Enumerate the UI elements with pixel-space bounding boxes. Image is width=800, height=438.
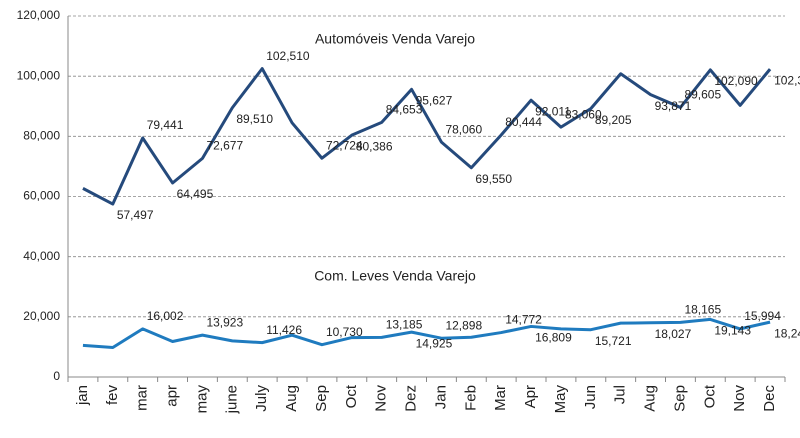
data-label: 15,721 [595,334,632,348]
y-tick-label: 40,000 [23,249,60,263]
x-tick-label: Nov [373,385,390,412]
x-tick-label: jan [74,385,91,406]
x-tick-label: apr [164,385,181,407]
data-label: 16,809 [535,331,572,345]
data-label: 18,248 [774,326,800,340]
data-label: 64,495 [177,187,214,201]
data-label: 89,605 [684,88,721,102]
annotation: Automóveis Venda Varejo [315,31,475,47]
data-label: 84,653 [386,103,423,117]
data-label: 95,627 [416,93,453,107]
data-label: 13,185 [386,318,423,332]
x-tick-label: Feb [462,385,479,411]
y-tick-label: 100,000 [17,68,61,82]
data-label: 102,510 [266,49,310,63]
x-tick-label: mar [134,385,151,411]
x-tick-label: Oct [343,384,360,408]
y-tick-label: 60,000 [23,189,60,203]
data-label: 15,994 [744,309,781,323]
data-label: 80,444 [505,115,542,129]
x-tick-label: fev [104,385,121,406]
data-label: 79,441 [147,118,184,132]
x-tick-label: Aug [642,385,659,412]
data-label: 16,002 [147,309,184,323]
x-tick-label: Dez [403,385,420,412]
data-label: 11,426 [266,323,302,337]
y-tick-label: 120,000 [17,8,61,22]
data-label: 78,060 [445,122,482,136]
y-tick-label: 20,000 [23,309,60,323]
data-label: 18,027 [655,327,692,341]
data-label: 80,386 [356,139,393,153]
series-line [82,317,771,350]
data-label: 14,772 [505,313,542,327]
y-tick-label: 0 [53,369,60,383]
annotation: Com. Leves Venda Varejo [314,268,476,284]
data-label: 102,090 [714,74,758,88]
x-tick-label: Apr [522,385,539,408]
data-label: 12,898 [445,318,482,332]
data-label: 69,550 [475,172,512,186]
data-label: 93,871 [655,99,692,113]
x-tick-label: Sep [671,385,688,412]
x-tick-label: Jan [432,385,449,409]
x-tick-label: Nov [731,385,748,412]
data-label: 72,724 [326,138,363,152]
data-label: 102,336 [774,73,800,87]
x-tick-label: Dec [761,385,778,412]
data-label: 72,677 [206,139,243,153]
x-tick-label: July [253,385,270,412]
data-label: 18,165 [684,303,721,317]
x-tick-label: june [223,385,240,414]
x-tick-label: Aug [283,385,300,412]
x-tick-label: may [193,385,210,414]
data-label: 89,205 [595,113,632,127]
y-tick-label: 80,000 [23,129,60,143]
x-tick-label: Oct [701,384,718,408]
data-label: 92,011 [535,104,571,118]
x-tick-label: May [552,385,569,414]
data-label: 89,510 [236,112,273,126]
data-label: 10,730 [326,325,363,339]
x-tick-label: Jul [612,385,629,404]
data-label: 13,923 [206,315,243,329]
data-label: 14,925 [416,336,453,350]
x-tick-label: Jun [582,385,599,409]
series-line [82,67,772,206]
data-label: 57,497 [117,208,154,222]
data-label: 19,143 [714,324,751,338]
data-label: 83,060 [565,107,602,121]
x-tick-label: Sep [313,385,330,412]
x-tick-label: Mar [492,385,509,411]
